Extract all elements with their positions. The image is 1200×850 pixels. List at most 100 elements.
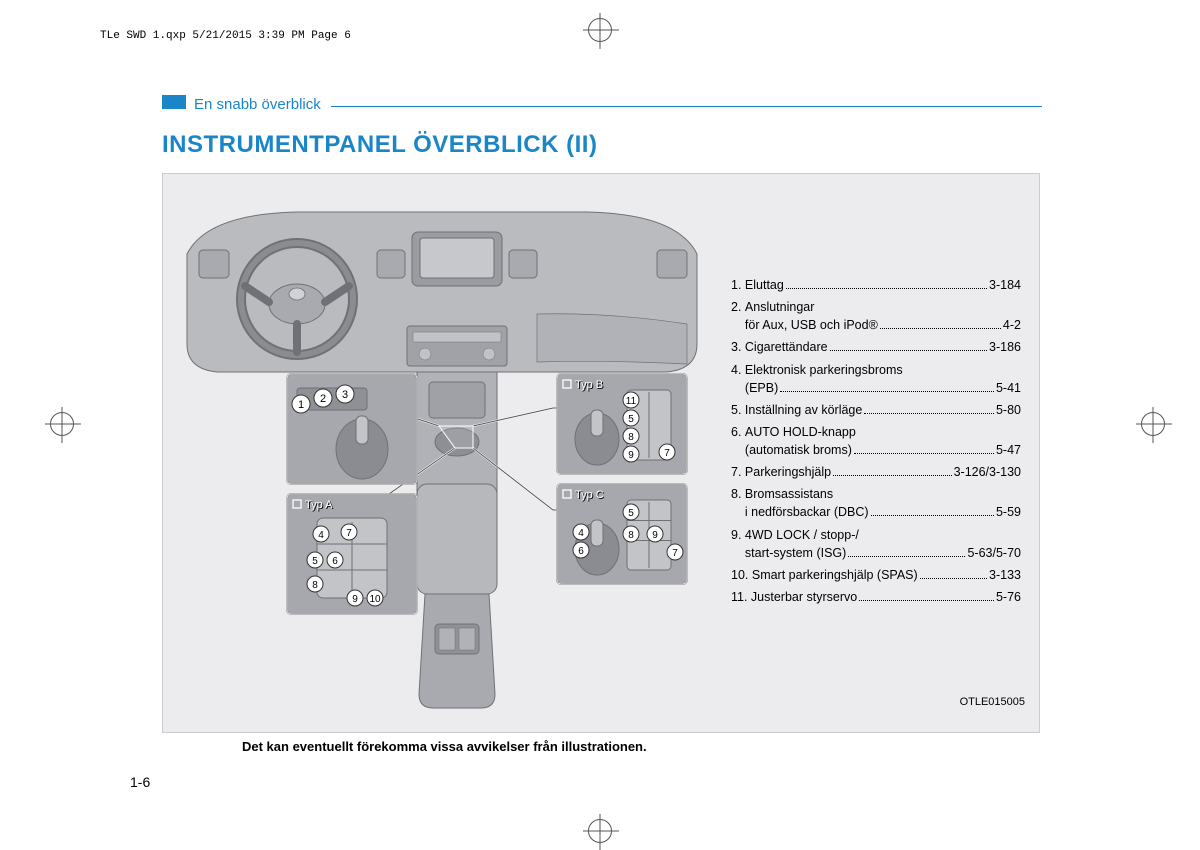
index-page-ref: 5-76 (996, 588, 1021, 606)
index-item: 7. Parkeringshjälp 3-126/3-130 (731, 463, 1021, 481)
page-number: 1-6 (130, 774, 150, 790)
leader-dots (848, 556, 965, 557)
inset-label-typ-a: Typ A (305, 499, 333, 511)
index-item: 3. Cigarettändare 3-186 (731, 338, 1021, 356)
leader-dots (871, 515, 994, 516)
index-number: 9. (731, 526, 745, 562)
index-item: 6. AUTO HOLD-knapp(automatisk broms) 5-47 (731, 423, 1021, 459)
page-content: En snabb överblick INSTRUMENTPANEL ÖVERB… (162, 95, 1042, 754)
svg-text:9: 9 (652, 530, 658, 541)
leader-dots (786, 288, 987, 289)
leader-dots (854, 453, 994, 454)
index-label: AUTO HOLD-knapp (745, 423, 856, 441)
section-marker-icon (162, 95, 186, 109)
registration-mark-icon (50, 412, 74, 436)
figure-caption: Det kan eventuellt förekomma vissa avvik… (242, 739, 1042, 754)
file-meta-header: TLe SWD 1.qxp 5/21/2015 3:39 PM Page 6 (100, 30, 351, 42)
index-label: Parkeringshjälp (745, 463, 831, 481)
index-number: 4. (731, 361, 745, 397)
index-item: 11. Justerbar styrservo 5-76 (731, 588, 1021, 606)
index-label: Smart parkeringshjälp (SPAS) (752, 566, 918, 584)
leader-dots (859, 600, 994, 601)
index-number: 3. (731, 338, 745, 356)
section-label: En snabb överblick (194, 96, 321, 113)
svg-text:6: 6 (332, 556, 338, 567)
section-rule (331, 106, 1042, 107)
svg-text:7: 7 (664, 448, 670, 459)
index-number: 6. (731, 423, 745, 459)
index-label: (automatisk broms) (745, 441, 852, 459)
registration-mark-icon (1141, 412, 1165, 436)
index-page-ref: 5-63/5-70 (967, 544, 1021, 562)
svg-text:2: 2 (320, 393, 326, 405)
page-title: INSTRUMENTPANEL ÖVERBLICK (II) (162, 131, 1042, 159)
svg-text:9: 9 (628, 450, 634, 461)
leader-dots (830, 350, 987, 351)
index-item: 9. 4WD LOCK / stopp-/start-system (ISG) 5… (731, 526, 1021, 562)
index-number: 8. (731, 485, 745, 521)
svg-text:5: 5 (628, 414, 634, 425)
index-page-ref: 3-186 (989, 338, 1021, 356)
index-label: Anslutningar (745, 298, 815, 316)
svg-text:3: 3 (342, 389, 348, 401)
index-page-ref: 5-47 (996, 441, 1021, 459)
registration-mark-icon (588, 819, 612, 843)
index-number: 2. (731, 298, 745, 334)
dashboard-illustration: 1 2 3 Typ A Typ A 4 (177, 194, 707, 714)
svg-text:6: 6 (578, 546, 584, 557)
svg-text:7: 7 (346, 528, 352, 539)
leader-dots (833, 475, 952, 476)
index-label: Elektronisk parkeringsbroms (745, 361, 903, 379)
index-number: 7. (731, 463, 745, 481)
index-page-ref: 5-41 (996, 379, 1021, 397)
leader-dots (880, 328, 1001, 329)
index-item: 5. Inställning av körläge 5-80 (731, 401, 1021, 419)
inset-label-typ-b: Typ B (575, 379, 603, 391)
leader-dots (780, 391, 994, 392)
index-page-ref: 3-133 (989, 566, 1021, 584)
index-label: start-system (ISG) (745, 544, 846, 562)
svg-text:4: 4 (318, 530, 324, 541)
index-number: 10. (731, 566, 752, 584)
index-item: 2. Anslutningarför Aux, USB och iPod® 4-2 (731, 298, 1021, 334)
index-label: Cigarettändare (745, 338, 828, 356)
svg-text:11: 11 (626, 396, 637, 407)
leader-dots (864, 413, 994, 414)
svg-text:5: 5 (312, 556, 318, 567)
index-label: Bromsassistans (745, 485, 833, 503)
index-label: Justerbar styrservo (751, 588, 857, 606)
index-label: i nedförsbackar (DBC) (745, 503, 869, 521)
svg-text:5: 5 (628, 508, 634, 519)
index-number: 1. (731, 276, 745, 294)
index-number: 5. (731, 401, 745, 419)
leader-dots (920, 578, 987, 579)
index-number: 11. (731, 588, 751, 606)
index-page-ref: 5-80 (996, 401, 1021, 419)
index-list: 1. Eluttag 3-184 2. Anslutningarför Aux, U… (731, 276, 1021, 610)
section-header: En snabb överblick (162, 95, 1042, 113)
index-item: 8. Bromsassistansi nedförsbackar (DBC) 5-… (731, 485, 1021, 521)
index-label: (EPB) (745, 379, 778, 397)
index-page-ref: 3-184 (989, 276, 1021, 294)
svg-text:8: 8 (312, 580, 318, 591)
figure-code: OTLE015005 (960, 696, 1025, 708)
index-item: 1. Eluttag 3-184 (731, 276, 1021, 294)
index-page-ref: 5-59 (996, 503, 1021, 521)
inset-label-typ-c: Typ C (575, 489, 604, 501)
svg-text:10: 10 (369, 594, 381, 605)
svg-text:9: 9 (352, 594, 358, 605)
index-item: 10. Smart parkeringshjälp (SPAS) 3-133 (731, 566, 1021, 584)
index-label: för Aux, USB och iPod® (745, 316, 878, 334)
figure-container: 1 2 3 Typ A Typ A 4 (162, 173, 1040, 733)
index-label: Eluttag (745, 276, 784, 294)
index-page-ref: 3-126/3-130 (954, 463, 1021, 481)
index-label: Inställning av körläge (745, 401, 862, 419)
svg-text:8: 8 (628, 432, 634, 443)
svg-text:4: 4 (578, 528, 584, 539)
registration-mark-icon (588, 18, 612, 42)
index-page-ref: 4-2 (1003, 316, 1021, 334)
svg-text:7: 7 (672, 548, 678, 559)
svg-text:1: 1 (298, 399, 304, 411)
index-label: 4WD LOCK / stopp-/ (745, 526, 859, 544)
svg-text:8: 8 (628, 530, 634, 541)
